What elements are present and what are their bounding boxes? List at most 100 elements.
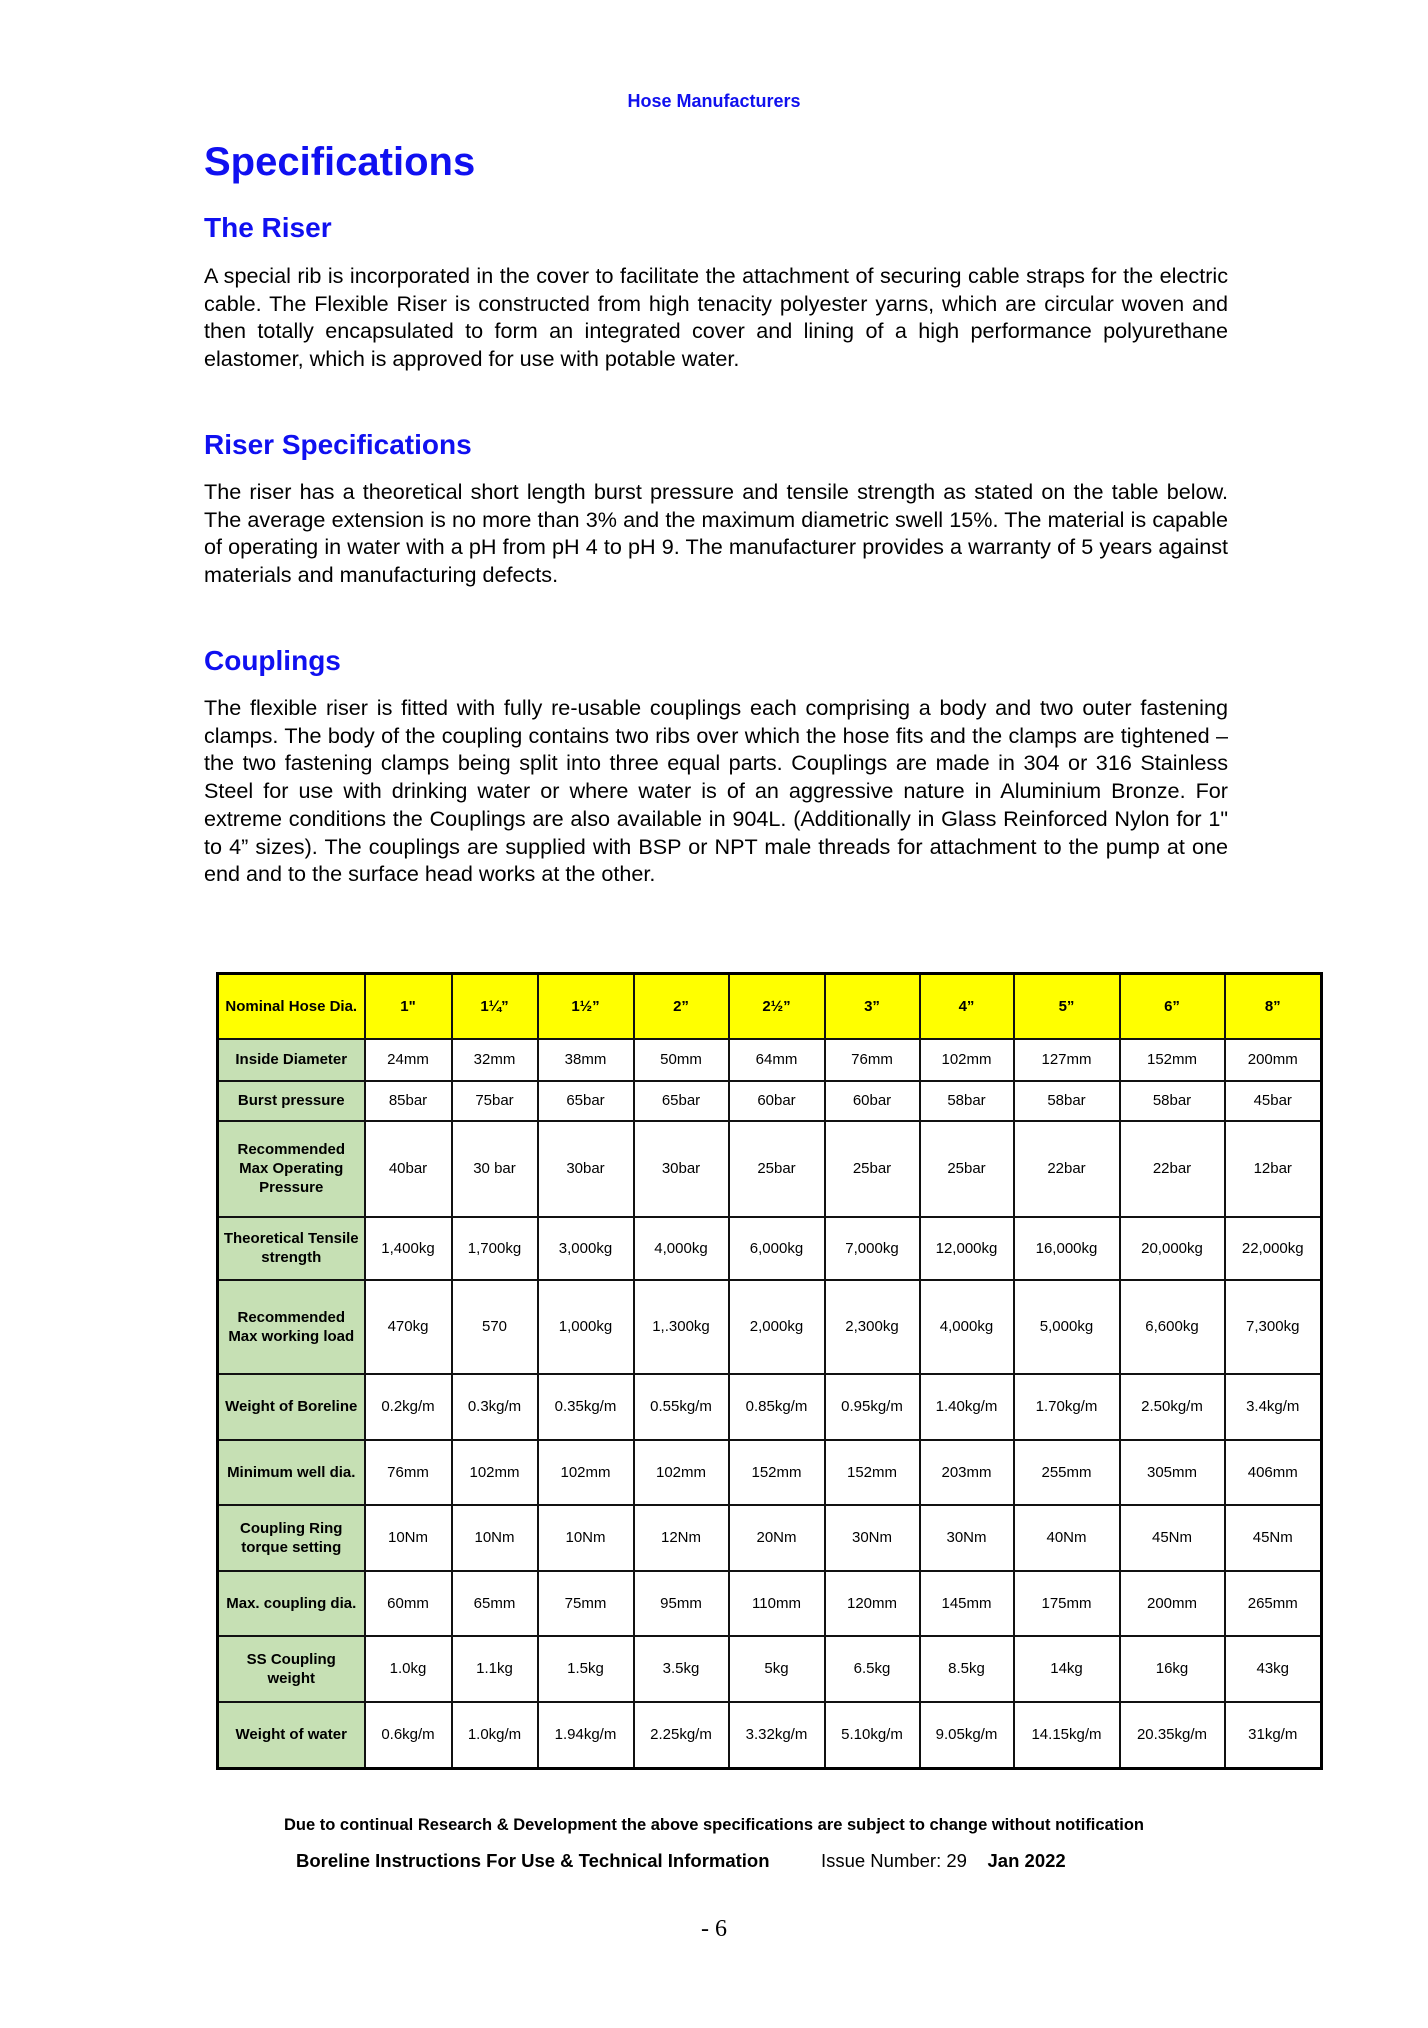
running-header: Hose Manufacturers <box>627 91 801 111</box>
table-cell: 470kg <box>363 1278 453 1375</box>
header-cell-size: 1" <box>363 972 453 1040</box>
table-cell: 4,000kg <box>918 1278 1015 1375</box>
page-title: Specifications <box>204 140 476 184</box>
table-cell: 7,300kg <box>1223 1278 1323 1375</box>
table-cell: 65bar <box>632 1079 730 1122</box>
table-cell: 60mm <box>363 1569 453 1637</box>
table-cell: 38mm <box>536 1037 635 1082</box>
table-row: Minimum well dia. 76mm 102mm 102mm 102mm 152m… <box>216 1438 1323 1506</box>
table-cell: 127mm <box>1012 1037 1121 1082</box>
table-cell: 1.94kg/m <box>536 1700 635 1770</box>
table-cell: 1.0kg/m <box>450 1700 539 1770</box>
footer-doc-title: Boreline Instructions For Use & Technica… <box>296 1850 770 1871</box>
table-cell: 7,000kg <box>823 1215 921 1281</box>
table-cell: 16kg <box>1118 1634 1226 1703</box>
table-cell: 10Nm <box>363 1503 453 1572</box>
table-cell: 5.10kg/m <box>823 1700 921 1770</box>
table-cell: 4,000kg <box>632 1215 730 1281</box>
table-cell: 102mm <box>632 1438 730 1506</box>
table-cell: 31kg/m <box>1223 1700 1323 1770</box>
table-cell: 45Nm <box>1223 1503 1323 1572</box>
table-row: SS Coupling weight 1.0kg 1.1kg 1.5kg 3.5kg 5k… <box>216 1634 1323 1703</box>
header-cell-size: 2½” <box>727 972 826 1040</box>
table-cell: 10Nm <box>450 1503 539 1572</box>
row-label: Recommended Max working load <box>216 1278 366 1375</box>
table-cell: 75mm <box>536 1569 635 1637</box>
table-cell: 30 bar <box>450 1119 539 1218</box>
table-row: Coupling Ring torque setting 10Nm 10Nm 10Nm… <box>216 1503 1323 1572</box>
table-cell: 1.5kg <box>536 1634 635 1703</box>
table-cell: 152mm <box>1118 1037 1226 1082</box>
table-cell: 1,.300kg <box>632 1278 730 1375</box>
table-cell: 58bar <box>1118 1079 1226 1122</box>
table-cell: 102mm <box>450 1438 539 1506</box>
row-label: Inside Diameter <box>216 1037 366 1082</box>
table-row: Recommended Max working load 470kg 570 1,00… <box>216 1278 1323 1375</box>
table-cell: 0.95kg/m <box>823 1372 921 1441</box>
row-label: Burst pressure <box>216 1079 366 1122</box>
table-cell: 10Nm <box>536 1503 635 1572</box>
table-cell: 152mm <box>823 1438 921 1506</box>
table-cell: 24mm <box>363 1037 453 1082</box>
table-cell: 58bar <box>1012 1079 1121 1122</box>
table-cell: 0.85kg/m <box>727 1372 826 1441</box>
table-cell: 102mm <box>536 1438 635 1506</box>
table-cell: 76mm <box>363 1438 453 1506</box>
header-cell-label: Nominal Hose Dia. <box>216 972 366 1040</box>
table-cell: 6.5kg <box>823 1634 921 1703</box>
table-row: Max. coupling dia. 60mm 65mm 75mm 95mm 110mm 1… <box>216 1569 1323 1637</box>
header-cell-size: 6” <box>1118 972 1226 1040</box>
row-label: Theoretical Tensile strength <box>216 1215 366 1281</box>
section-text-couplings: The flexible riser is fitted with fully … <box>204 695 1228 887</box>
table-cell: 40Nm <box>1012 1503 1121 1572</box>
table-cell: 3.32kg/m <box>727 1700 826 1770</box>
table-header-row: Nominal Hose Dia. 1" 1¼” 1½” 2” 2½” 3” 4” 5” 6” 8” <box>216 972 1323 1040</box>
header-cell-size: 2” <box>632 972 730 1040</box>
row-label: Recommended Max Operating Pressure <box>216 1119 366 1218</box>
table-cell: 2,300kg <box>823 1278 921 1375</box>
section-heading-the-riser: The Riser <box>204 212 332 243</box>
table-cell: 45bar <box>1223 1079 1323 1122</box>
table-cell: 85bar <box>363 1079 453 1122</box>
page-number: - 6 <box>701 1916 727 1942</box>
table-cell: 0.6kg/m <box>363 1700 453 1770</box>
table-cell: 200mm <box>1118 1569 1226 1637</box>
table-cell: 265mm <box>1223 1569 1323 1637</box>
table-cell: 2,000kg <box>727 1278 826 1375</box>
table-cell: 95mm <box>632 1569 730 1637</box>
table-cell: 20Nm <box>727 1503 826 1572</box>
table-cell: 40bar <box>363 1119 453 1218</box>
section-heading-riser-specifications: Riser Specifications <box>204 429 472 460</box>
table-cell: 76mm <box>823 1037 921 1082</box>
table-cell: 9.05kg/m <box>918 1700 1015 1770</box>
table-cell: 20.35kg/m <box>1118 1700 1226 1770</box>
table-cell: 5,000kg <box>1012 1278 1121 1375</box>
table-cell: 110mm <box>727 1569 826 1637</box>
header-cell-size: 3” <box>823 972 921 1040</box>
table-cell: 3,000kg <box>536 1215 635 1281</box>
header-cell-size: 1½” <box>536 972 635 1040</box>
table-cell: 30Nm <box>823 1503 921 1572</box>
table-cell: 0.35kg/m <box>536 1372 635 1441</box>
section-heading-couplings: Couplings <box>204 645 341 676</box>
table-cell: 2.50kg/m <box>1118 1372 1226 1441</box>
row-label: Max. coupling dia. <box>216 1569 366 1637</box>
table-cell: 12Nm <box>632 1503 730 1572</box>
header-cell-size: 1¼” <box>450 972 539 1040</box>
table-cell: 0.3kg/m <box>450 1372 539 1441</box>
table-cell: 20,000kg <box>1118 1215 1226 1281</box>
table-cell: 1,700kg <box>450 1215 539 1281</box>
table-row: Burst pressure 85bar 75bar 65bar 65bar 60bar 6… <box>216 1079 1323 1122</box>
table-cell: 5kg <box>727 1634 826 1703</box>
table-cell: 406mm <box>1223 1438 1323 1506</box>
table-row: Recommended Max Operating Pressure 40bar 3… <box>216 1119 1323 1218</box>
table-cell: 102mm <box>918 1037 1015 1082</box>
table-cell: 58bar <box>918 1079 1015 1122</box>
footer: Boreline Instructions For Use & Technica… <box>296 1850 1066 1872</box>
table-cell: 203mm <box>918 1438 1015 1506</box>
table-cell: 120mm <box>823 1569 921 1637</box>
disclaimer: Due to continual Research & Development … <box>284 1816 1144 1834</box>
row-label: SS Coupling weight <box>216 1634 366 1703</box>
table-cell: 64mm <box>727 1037 826 1082</box>
table-cell: 14kg <box>1012 1634 1121 1703</box>
